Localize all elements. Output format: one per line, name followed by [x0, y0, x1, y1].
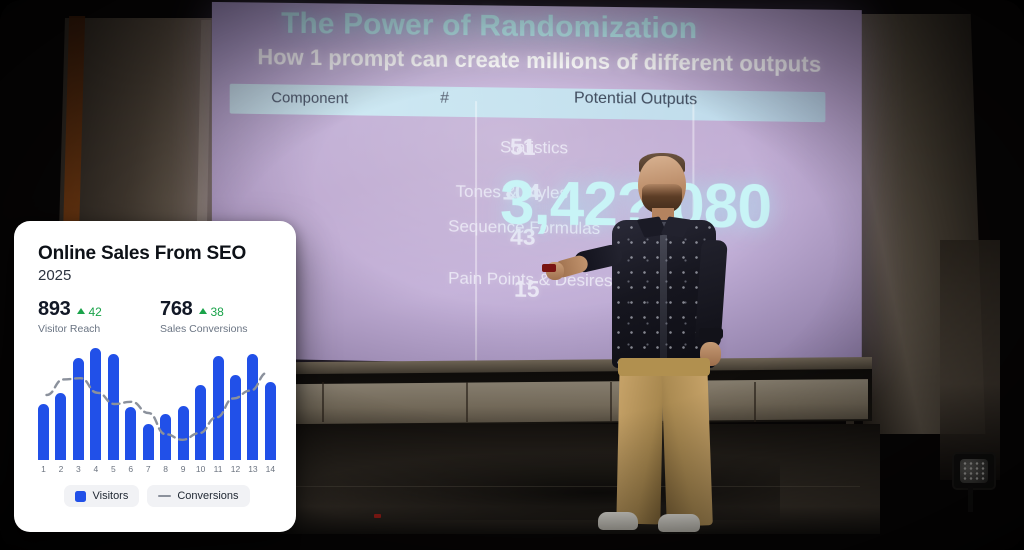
x-axis-tick: 1: [41, 464, 46, 474]
kpi-delta: 42: [77, 305, 102, 319]
presentation-clicker: [542, 264, 556, 272]
chart-bar: [160, 414, 172, 460]
trend-up-icon: [199, 308, 208, 314]
legend-square-icon: [75, 490, 87, 502]
chart-bar: [107, 353, 119, 460]
card-year: 2025: [38, 267, 72, 284]
kpi-value: 768: [160, 298, 193, 320]
x-axis-tick: 6: [128, 464, 134, 474]
chart-bar: [264, 381, 276, 460]
chart-bar: [90, 348, 102, 460]
kpi-delta-value: 38: [210, 305, 224, 319]
chart-bar: [229, 374, 241, 460]
speaker-leg-right: [661, 361, 713, 527]
chart-bar: [55, 392, 67, 460]
stage-light-leds: [962, 461, 986, 481]
kpi-row: 893 42 Visitor Reach 768 38: [38, 298, 274, 335]
kpi-label: Sales Conversions: [160, 323, 248, 335]
laser-dot: [374, 514, 381, 518]
kpi-sales-conversions: 768 38 Sales Conversions: [160, 298, 248, 335]
chart-bar: [247, 353, 259, 460]
kpi-delta: 38: [199, 305, 224, 319]
x-axis-tick: 5: [110, 464, 116, 474]
card-title: Online Sales From SEO: [38, 243, 247, 264]
speaker-legs: [616, 358, 714, 530]
x-axis-tick: 13: [248, 464, 258, 474]
apron-seam: [322, 381, 324, 423]
chart-bar: [177, 406, 189, 460]
analytics-card[interactable]: Online Sales From SEO 2025 893 42 Visito…: [14, 221, 296, 532]
sales-chart[interactable]: [38, 348, 276, 460]
legend-item-visitors[interactable]: Visitors: [64, 485, 140, 507]
chart-bar: [72, 358, 84, 460]
legend-line-icon: [158, 494, 172, 498]
kpi-visitor-reach: 893 42 Visitor Reach: [38, 298, 160, 335]
speaker-shoe-right: [658, 514, 700, 532]
chart-bar: [38, 404, 49, 460]
x-axis-tick: 8: [163, 464, 169, 474]
kpi-delta-value: 42: [88, 305, 102, 319]
x-axis-tick: 7: [145, 464, 151, 474]
x-axis-tick: 11: [213, 464, 223, 474]
x-axis-tick: 12: [230, 464, 241, 474]
speaker-shirt-placket: [660, 222, 667, 366]
speaker-waistband: [618, 358, 710, 376]
apron-seam: [466, 381, 468, 423]
chart-bar: [125, 407, 137, 460]
stage-light-icon: [952, 452, 996, 490]
x-axis-tick: 4: [93, 464, 99, 474]
x-axis-tick: 3: [76, 464, 81, 474]
speaker-shoe-left: [598, 512, 638, 530]
legend-label: Conversions: [177, 490, 239, 502]
right-pillar: [940, 240, 1000, 480]
x-axis-tick: 9: [180, 464, 186, 474]
stage-light-stand: [968, 486, 973, 512]
chart-bar: [195, 384, 207, 460]
chart-legend: Visitors Conversions: [38, 485, 276, 507]
x-axis-tick: 10: [195, 464, 206, 474]
legend-label: Visitors: [92, 490, 129, 502]
kpi-label: Visitor Reach: [38, 323, 101, 335]
chart-bar: [212, 355, 224, 460]
x-axis-tick: 14: [265, 464, 276, 474]
trend-up-icon: [77, 308, 86, 314]
chart-bar: [142, 424, 154, 460]
speaker-leg-left: [616, 361, 664, 525]
speaker: [542, 150, 780, 540]
chart-bars: [38, 348, 276, 460]
x-axis-tick: 2: [58, 464, 64, 474]
speaker-wristwatch: [699, 328, 723, 339]
kpi-value: 893: [38, 298, 71, 320]
chart-x-axis: 1 2 3 4 5 6 7 8 9 10 11 12 13 14: [38, 464, 276, 474]
legend-item-conversions[interactable]: Conversions: [147, 485, 250, 507]
